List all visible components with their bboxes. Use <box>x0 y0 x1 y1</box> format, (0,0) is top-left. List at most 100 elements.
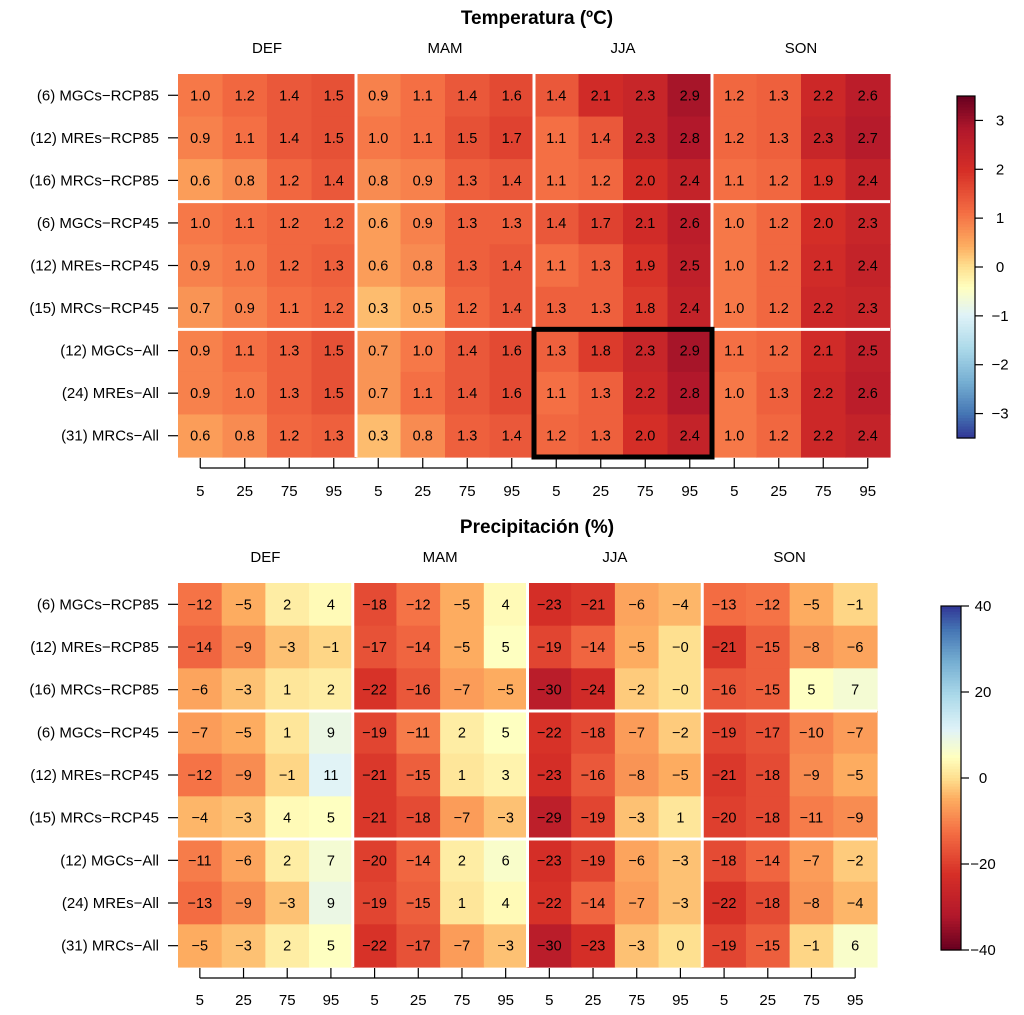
cell-value-label: −3 <box>235 811 252 827</box>
heatmap-cell <box>623 329 669 373</box>
colorbar-tick-label: 0 <box>996 259 1004 276</box>
cell-value-label: 4 <box>327 597 335 613</box>
colorbar-segment <box>957 338 975 342</box>
heatmap-cell <box>489 116 535 160</box>
heatmap-cell <box>623 371 669 416</box>
cell-value-label: 1.6 <box>502 344 522 360</box>
heatmap-cell <box>534 329 580 373</box>
row-label: (6) MGCs−RCP85 <box>37 596 159 613</box>
colorbar-segment <box>941 783 961 788</box>
row-label: (6) MGCs−RCP45 <box>37 215 159 232</box>
cell-value-label: −5 <box>454 640 471 656</box>
colorbar-segment <box>941 895 961 899</box>
heatmap-cell <box>221 625 266 669</box>
x-tick-label: 95 <box>497 992 514 1009</box>
temperature-panel: Temperatura (ºC) 1.0 1.2 1.4 1.5 0.9 1.1 1.4 1.… <box>29 8 1008 500</box>
heatmap-cell <box>265 924 310 968</box>
colorbar-segment <box>957 235 975 240</box>
colorbar-segment <box>941 858 961 862</box>
heatmap-cell <box>309 881 354 925</box>
cell-value-label: −0 <box>672 640 689 656</box>
heatmap-cell <box>352 711 398 755</box>
cell-value-label: −15 <box>755 640 780 656</box>
colorbar-segment <box>941 643 961 647</box>
colorbar-segment <box>941 626 961 630</box>
heatmap-cell <box>789 625 834 669</box>
heatmap-cell <box>614 924 660 968</box>
x-tick-label: 25 <box>759 992 776 1009</box>
heatmap-cell <box>667 159 713 203</box>
colorbar-segment <box>957 284 975 288</box>
heatmap-cell <box>309 668 354 712</box>
x-tick-label: 5 <box>196 483 204 500</box>
colorbar-segment <box>941 709 961 713</box>
cell-value-label: 1.5 <box>324 88 344 104</box>
cell-value-label: 5 <box>327 811 335 827</box>
heatmap-cell <box>445 201 491 245</box>
heatmap-cell <box>712 201 758 245</box>
colorbar-segment <box>941 898 961 902</box>
cell-value-label: 0.9 <box>190 344 210 360</box>
cell-value-label: −11 <box>800 811 824 827</box>
colorbar-segment <box>957 315 975 319</box>
heatmap-cell <box>667 329 713 373</box>
heatmap-cell <box>801 74 847 118</box>
colorbar-segment <box>957 429 975 433</box>
colorbar-segment <box>957 258 975 262</box>
colorbar-segment <box>957 190 975 194</box>
heatmap-cell <box>614 668 660 712</box>
cell-value-label: 1.3 <box>457 173 477 189</box>
cell-value-label: 2.5 <box>858 344 878 360</box>
heatmap-cell <box>801 414 847 458</box>
cell-value-label: 1.3 <box>769 131 789 147</box>
heatmap-cell <box>267 371 313 416</box>
colorbar-segment <box>957 147 975 151</box>
heatmap-cell <box>702 924 747 968</box>
cell-value-label: 2.7 <box>858 131 878 147</box>
heatmap-cell <box>745 796 791 840</box>
colorbar-segment <box>957 400 975 405</box>
cell-value-label: 2.0 <box>635 173 655 189</box>
heatmap-cell <box>267 116 313 160</box>
colorbar-segment <box>957 144 975 148</box>
heatmap-cell <box>756 371 802 416</box>
heatmap-cell <box>352 881 398 925</box>
heatmap-cell <box>396 839 441 883</box>
colorbar-segment <box>957 378 975 382</box>
colorbar-segment <box>941 829 961 834</box>
cell-value-label: 1.9 <box>635 259 655 275</box>
colorbar-segment <box>957 409 975 413</box>
cell-value-label: 1.1 <box>235 131 255 147</box>
season-label: JJA <box>602 549 627 566</box>
heatmap-cell <box>614 839 660 883</box>
heatmap-cell <box>845 74 891 118</box>
cell-value-label: −18 <box>362 597 387 613</box>
colorbar-segment <box>957 309 975 314</box>
colorbar-segment <box>941 775 961 779</box>
heatmap-cell <box>845 244 891 288</box>
colorbar-segment <box>941 884 961 888</box>
heatmap-cell <box>265 625 310 669</box>
heatmap-cell <box>440 839 485 883</box>
colorbar-segment <box>941 611 961 616</box>
cell-value-label: 4 <box>502 896 510 912</box>
cell-value-label: 1.4 <box>502 173 522 189</box>
heatmap-cell <box>309 839 354 883</box>
heatmap-cell <box>702 668 747 712</box>
colorbar-segment <box>941 737 961 742</box>
heatmap-cell <box>756 159 802 203</box>
colorbar-segment <box>957 184 975 188</box>
cell-value-label: 1.4 <box>324 173 344 189</box>
heatmap-cell <box>267 159 313 203</box>
colorbar-segment <box>941 712 961 716</box>
cell-value-label: 0.3 <box>368 301 388 317</box>
heatmap-cell <box>489 286 535 330</box>
heatmap-cell <box>445 371 491 416</box>
heatmap-cell <box>222 244 268 288</box>
cell-value-label: −6 <box>847 640 864 656</box>
heatmap-cell <box>445 116 491 160</box>
heatmap-cell <box>178 796 223 840</box>
heatmap-cell <box>178 881 223 925</box>
row-label: (12) MREs−RCP45 <box>30 258 159 275</box>
colorbar-segment <box>957 372 975 376</box>
